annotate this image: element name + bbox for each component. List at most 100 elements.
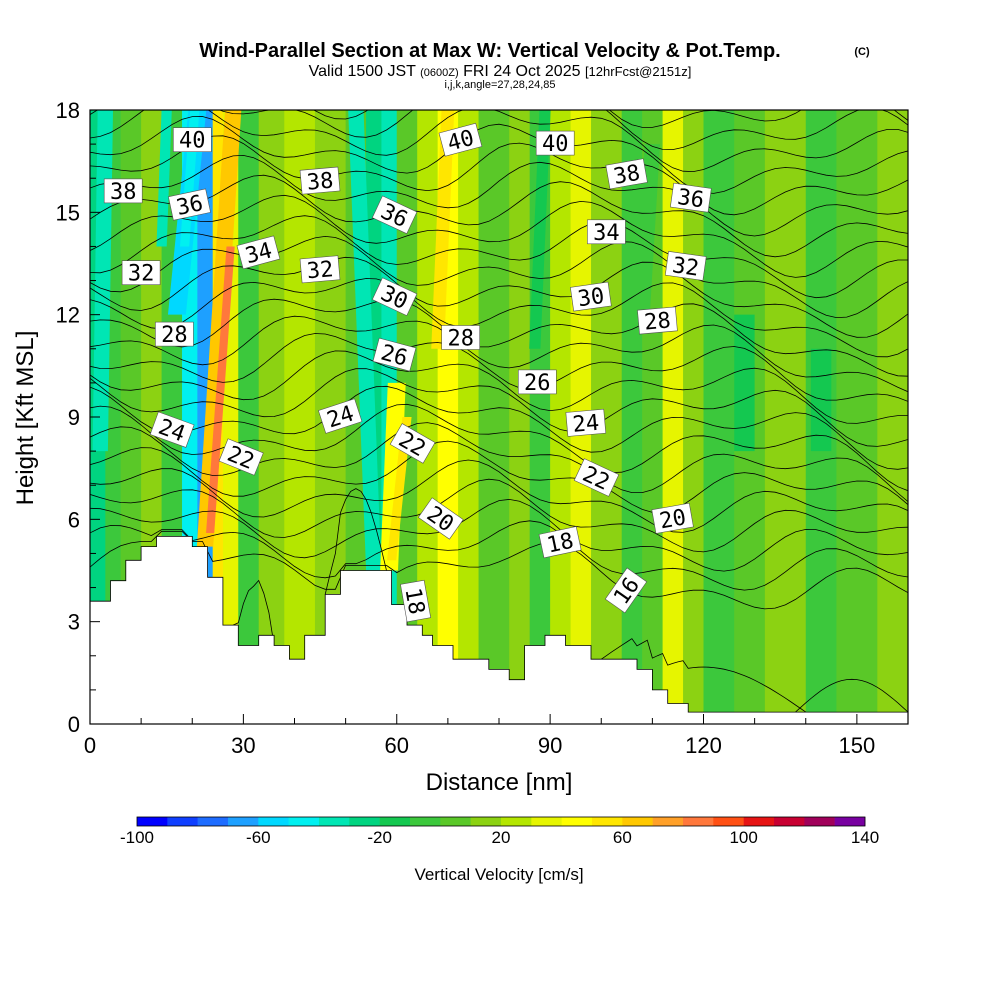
theta-label-text: 36: [174, 191, 205, 221]
velocity-band: [550, 110, 572, 724]
colorbar-swatch: [743, 817, 775, 826]
velocity-streak: [206, 246, 235, 533]
velocity-band: [509, 110, 531, 724]
theta-label-text: 28: [447, 327, 474, 352]
theta-label-text: 40: [542, 132, 569, 157]
colorbar-swatch: [379, 817, 411, 826]
theta-contour-line: [90, 350, 908, 424]
theta-contour-line: [90, 256, 908, 338]
colorbar-swatch: [834, 817, 866, 826]
theta-contour-line: [232, 579, 275, 646]
theta-label-box: [664, 251, 707, 281]
theta-label-22: 34: [587, 219, 626, 246]
velocity-streak: [529, 110, 551, 349]
theta-label-text: 28: [643, 308, 672, 335]
theta-label-box: [573, 458, 620, 497]
theta-contour-line: [90, 530, 908, 610]
colorbar-swatch: [774, 817, 805, 826]
theta-label-text: 36: [676, 185, 706, 213]
theta-contour-line: [90, 135, 908, 216]
theta-label-text: 32: [128, 262, 155, 287]
theta-label-text: 18: [545, 529, 576, 559]
theta-label-box: [400, 579, 432, 623]
theta-label-box: [168, 188, 211, 221]
theta-contour-line: [90, 215, 908, 299]
y-tick-label-9: 9: [68, 405, 80, 430]
theta-label-text: 34: [593, 221, 620, 246]
velocity-streak: [196, 110, 242, 547]
velocity-band: [417, 110, 439, 724]
colorbar-swatch: [137, 817, 168, 826]
theta-label-text: 38: [306, 168, 335, 195]
theta-label-30: 28: [637, 306, 678, 336]
colorbar-swatch: [410, 817, 441, 826]
colorbar-swatch: [228, 817, 259, 826]
x-axis-label: Distance [nm]: [426, 769, 573, 796]
theta-contour-line: [90, 174, 908, 258]
theta-label-text: 32: [306, 257, 335, 284]
theta-contour-line: [90, 154, 908, 237]
theta-label-text: 38: [110, 180, 137, 205]
theta-label-box: [565, 408, 607, 437]
theta-contour-line: [90, 440, 908, 514]
theta-label-21: 18: [538, 526, 582, 559]
velocity-band: [458, 110, 480, 724]
theta-label-text: 18: [399, 586, 428, 616]
colorbar-frame: [136, 816, 866, 827]
y-tick-label-18: 18: [56, 98, 80, 123]
colorbar-tick-20: 20: [492, 828, 511, 847]
theta-label-box: [438, 122, 483, 157]
theta-label-2: 36: [168, 188, 211, 221]
y-axis: 0 3 6 9 12 15 18: [56, 98, 100, 737]
subtitle-date: FRI 24 Oct 2025: [463, 63, 580, 80]
colorbar-tick-140: 140: [851, 828, 879, 847]
colorbar-swatch: [804, 817, 835, 826]
colorbar-swatch: [288, 817, 320, 826]
theta-label-box: [670, 182, 712, 213]
theta-label-box: [299, 255, 341, 284]
theta-label-box: [441, 325, 481, 350]
velocity-band: [238, 110, 260, 724]
theta-label-16: 18: [399, 579, 432, 623]
theta-contour-line: [90, 478, 908, 553]
theta-contour-line: [90, 333, 908, 402]
theta-label-box: [604, 567, 648, 614]
theta-label-20: 26: [517, 369, 557, 396]
theta-label-box: [121, 260, 161, 286]
y-tick-label-6: 6: [68, 507, 80, 532]
theta-contour-line: [324, 488, 387, 595]
velocity-streak: [634, 144, 661, 315]
theta-label-box: [389, 423, 436, 464]
theta-label-text: 28: [161, 323, 188, 348]
colorbar-swatch: [713, 817, 744, 826]
theta-contour-line: [90, 459, 908, 533]
colorbar-label: Vertical Velocity [cm/s]: [414, 865, 583, 884]
colorbar-swatch: [167, 817, 198, 826]
theta-label-text: 38: [612, 161, 642, 190]
subtitle-z: (0600Z): [420, 67, 459, 79]
y-tick-label-12: 12: [56, 303, 80, 328]
theta-label-0: 40: [173, 127, 212, 154]
theta-label-box: [318, 398, 363, 434]
velocity-streak: [810, 348, 832, 452]
theta-label-box: [570, 281, 612, 312]
colorbar-swatch: [197, 817, 229, 826]
velocity-streak: [734, 314, 755, 452]
theta-label-text: 30: [576, 284, 606, 312]
theta-label-text: 40: [179, 129, 206, 154]
theta-label-box: [535, 130, 575, 156]
theta-contour-line: [313, 110, 908, 128]
theta-contour-line: [90, 498, 908, 572]
theta-contour-line: [90, 315, 908, 393]
theta-label-19: 40: [535, 130, 575, 157]
theta-contour-line: [90, 235, 908, 319]
colorbar-swatch: [440, 817, 471, 826]
colorbar-swatch: [470, 817, 502, 826]
theta-contour-line: [90, 110, 908, 151]
colorbar-swatch: [683, 817, 714, 826]
colorbar-tick--20: -20: [367, 828, 392, 847]
theta-label-box: [236, 235, 281, 270]
theta-label-text: 26: [524, 371, 551, 396]
